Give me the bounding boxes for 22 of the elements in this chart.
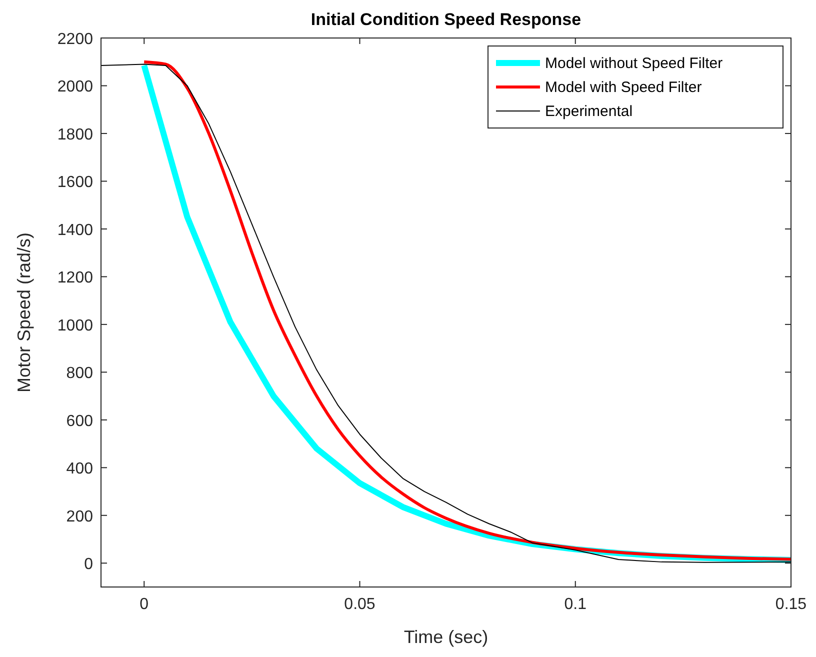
y-tick-label: 200 [66, 508, 94, 526]
chart-title: Initial Condition Speed Response [310, 10, 582, 29]
y-axis-title: Motor Speed (rad/s) [14, 232, 34, 393]
y-tick-label: 600 [66, 412, 94, 430]
y-tick-label: 1400 [57, 222, 94, 239]
x-tick-label: 0.1 [564, 596, 587, 613]
y-tick-label: 2000 [57, 78, 94, 96]
y-tick-label: 400 [66, 460, 94, 478]
y-tick-label: 1200 [57, 270, 94, 287]
legend-label: Model without Speed Filter [545, 55, 723, 72]
legend-label: Model with Speed Filter [545, 79, 702, 96]
y-tick-label: 0 [84, 556, 94, 574]
y-tick-label: 2200 [57, 31, 94, 48]
y-tick-label: 800 [66, 365, 94, 382]
y-tick-label: 1000 [57, 317, 94, 334]
x-axis-title: Time (sec) [404, 627, 488, 647]
x-tick-label: 0 [140, 596, 149, 613]
x-tick-label: 0.15 [775, 596, 807, 613]
y-tick-label: 1800 [57, 126, 94, 144]
legend-label: Experimental [545, 103, 633, 120]
y-tick-label: 1600 [57, 174, 94, 192]
x-tick-label: 0.05 [344, 596, 376, 613]
